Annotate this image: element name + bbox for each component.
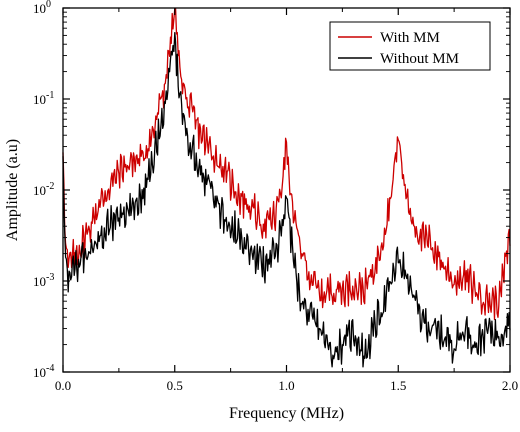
y-tick-label: 10-4	[33, 363, 54, 380]
legend-label: Without MM	[380, 51, 459, 67]
series-line-with-mm	[62, 7, 511, 321]
series-line-without-mm	[62, 32, 511, 368]
y-tick-label: 10-3	[33, 272, 54, 289]
y-tick-label: 10-2	[33, 181, 54, 198]
legend-label: With MM	[380, 30, 440, 46]
plot-content	[62, 7, 511, 368]
y-tick-label: 10-1	[33, 90, 54, 107]
x-axis-title: Frequency (MHz)	[229, 405, 344, 422]
y-axis-title: Amplitude (a.u)	[4, 139, 21, 241]
x-tick-label: 0.0	[55, 378, 71, 393]
y-tick-label: 100	[33, 0, 51, 16]
legend-box	[329, 21, 491, 71]
legend: With MM Without MM	[329, 21, 491, 71]
axis-ticks	[62, 7, 511, 373]
x-tick-label: 0.5	[167, 378, 183, 393]
x-tick-label: 1.5	[390, 378, 406, 393]
x-tick-label: 1.0	[278, 378, 294, 393]
tick-labels: 0.0 0.5 1.0 1.5 2.0 10-4 10-3 10-2 10-1 100	[33, 0, 518, 393]
x-tick-label: 2.0	[502, 378, 518, 393]
